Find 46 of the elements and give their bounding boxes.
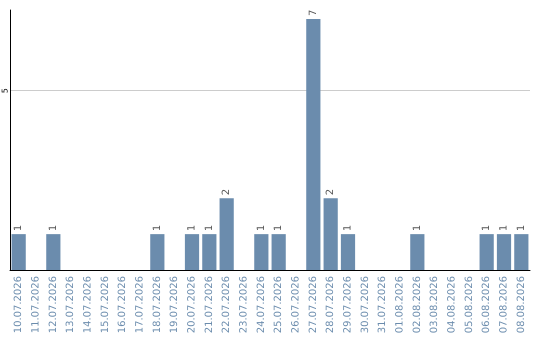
x-tick-label: 25.07.2026 bbox=[273, 276, 284, 334]
x-tick-label: 19.07.2026 bbox=[169, 276, 180, 334]
x-tick-label: 18.07.2026 bbox=[152, 276, 163, 334]
x-tick-label: 16.07.2026 bbox=[117, 276, 128, 334]
data-label: 1 bbox=[152, 224, 163, 232]
data-label: 1 bbox=[204, 224, 215, 232]
x-tick-label: 30.07.2026 bbox=[360, 276, 371, 334]
x-tick-label: 22.07.2026 bbox=[221, 276, 232, 334]
x-tick-label: 24.07.2026 bbox=[256, 276, 267, 334]
x-tick-label: 26.07.2026 bbox=[290, 276, 302, 334]
data-label: 1 bbox=[48, 224, 59, 232]
data-label: 7 bbox=[308, 10, 319, 16]
x-tick-label: 13.07.2026 bbox=[65, 276, 76, 334]
data-label: 1 bbox=[481, 224, 492, 232]
x-tick-label: 27.07.2026 bbox=[308, 276, 319, 334]
x-tick-label: 17.07.2026 bbox=[134, 276, 146, 334]
x-tick-label: 08.08.2026 bbox=[516, 276, 527, 334]
data-label: 1 bbox=[516, 224, 527, 232]
x-tick-label: 20.07.2026 bbox=[186, 276, 198, 334]
x-tick-label: 14.07.2026 bbox=[82, 276, 94, 334]
data-label: 2 bbox=[325, 188, 336, 196]
x-tick-label: 05.08.2026 bbox=[464, 276, 475, 334]
data-label: 1 bbox=[412, 224, 423, 232]
x-tick-label: 06.08.2026 bbox=[481, 276, 492, 334]
x-tick-label: 29.07.2026 bbox=[342, 276, 354, 334]
x-tick-label: 15.07.2026 bbox=[100, 276, 111, 334]
x-tick-label: 21.07.2026 bbox=[204, 276, 215, 334]
x-tick-label: 12.07.2026 bbox=[48, 276, 59, 334]
x-tick-label: 31.07.2026 bbox=[377, 276, 388, 334]
x-tick-label: 28.07.2026 bbox=[325, 276, 336, 334]
x-tick-label: 03.08.2026 bbox=[429, 276, 440, 334]
x-tick-label: 01.08.2026 bbox=[394, 276, 406, 334]
x-tick-label: 07.08.2026 bbox=[498, 276, 510, 334]
data-label: 1 bbox=[342, 224, 354, 232]
x-tick-label: 11.07.2026 bbox=[30, 276, 42, 334]
x-tick-label: 02.08.2026 bbox=[412, 276, 423, 334]
data-label: 1 bbox=[498, 224, 510, 232]
x-tick-label: 04.08.2026 bbox=[446, 276, 458, 334]
data-label: 1 bbox=[256, 224, 267, 232]
data-label: 1 bbox=[13, 224, 24, 232]
data-label: 2 bbox=[221, 188, 232, 196]
x-tick-label: 23.07.2026 bbox=[238, 276, 250, 334]
y-tick-label: 5 bbox=[0, 88, 10, 94]
data-label: 1 bbox=[273, 224, 284, 232]
x-tick-label: 10.07.2026 bbox=[13, 276, 24, 334]
data-label: 1 bbox=[186, 224, 198, 232]
